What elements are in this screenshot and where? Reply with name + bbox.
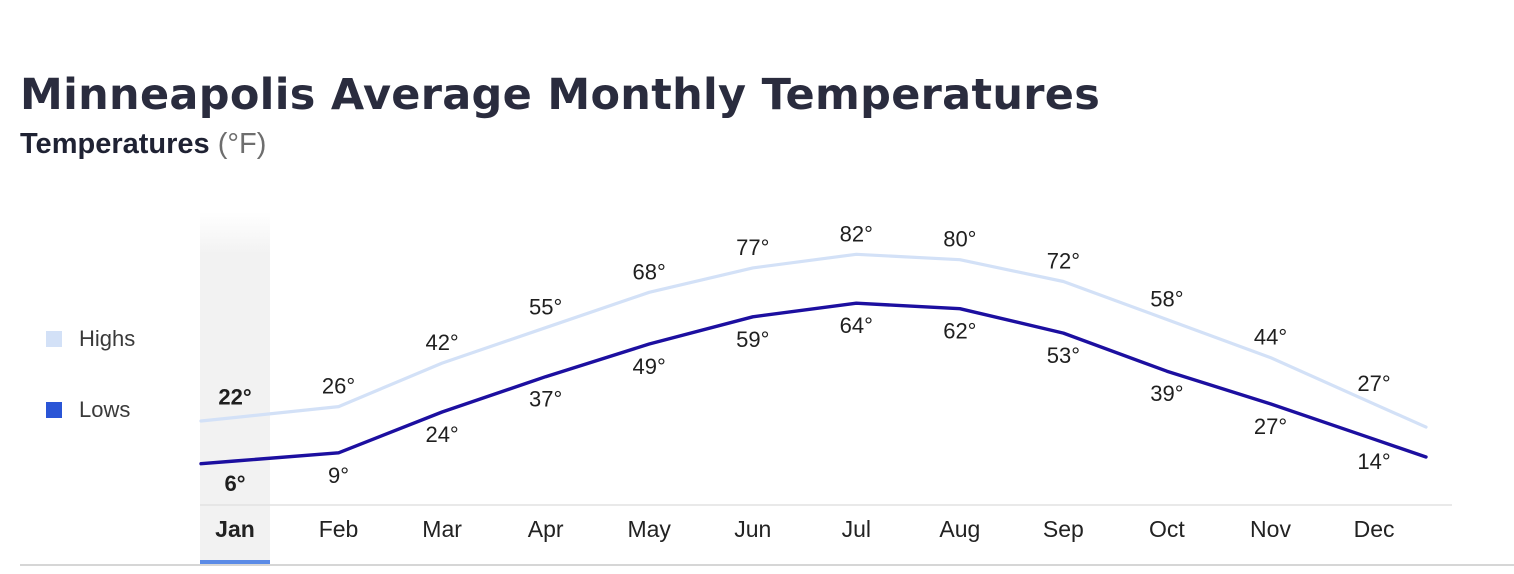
- bottom-rule: [20, 564, 1514, 566]
- x-tick-label-may[interactable]: May: [627, 516, 671, 542]
- series-line-highs: [199, 252, 1428, 429]
- selected-month-highlight: [200, 212, 270, 566]
- data-label-high-aug: 80°: [943, 227, 976, 252]
- highs-swatch: [46, 331, 62, 347]
- x-tick-label-dec[interactable]: Dec: [1354, 516, 1395, 542]
- data-label-low-nov: 27°: [1254, 414, 1287, 439]
- data-label-high-nov: 44°: [1254, 325, 1287, 350]
- x-tick-label-apr[interactable]: Apr: [528, 516, 564, 542]
- data-label-low-apr: 37°: [529, 387, 562, 412]
- x-tick-label-jul[interactable]: Jul: [842, 516, 871, 542]
- data-label-low-aug: 62°: [943, 319, 976, 344]
- data-label-low-sep: 53°: [1047, 343, 1080, 368]
- lows-swatch: [46, 402, 62, 418]
- data-label-low-feb: 9°: [328, 463, 349, 488]
- legend-label-lows: Lows: [79, 397, 131, 422]
- legend-item-lows[interactable]: Lows: [46, 393, 135, 427]
- data-label-high-apr: 55°: [529, 295, 562, 320]
- chart-title: Minneapolis Average Monthly Temperatures: [20, 70, 1101, 120]
- legend-item-highs[interactable]: Highs: [46, 322, 135, 356]
- legend-label-highs: Highs: [79, 326, 136, 351]
- data-label-low-jun: 59°: [736, 327, 769, 352]
- data-label-low-mar: 24°: [425, 422, 458, 447]
- data-label-high-sep: 72°: [1047, 248, 1080, 273]
- series-line-lows: [199, 301, 1428, 466]
- data-label-low-jan: 6°: [224, 471, 245, 496]
- x-tick-label-jan[interactable]: Jan: [215, 516, 255, 542]
- unit-text: (°F): [217, 128, 267, 160]
- chart-subtitle: Temperatures (°F): [20, 128, 266, 161]
- data-label-high-dec: 27°: [1357, 371, 1390, 396]
- x-tick-label-sep[interactable]: Sep: [1043, 516, 1084, 542]
- data-label-low-jul: 64°: [840, 313, 873, 338]
- data-label-high-mar: 42°: [425, 330, 458, 355]
- data-label-low-may: 49°: [633, 354, 666, 379]
- x-tick-label-feb[interactable]: Feb: [319, 516, 359, 542]
- data-label-high-may: 68°: [633, 259, 666, 284]
- x-tick-label-mar[interactable]: Mar: [422, 516, 462, 542]
- data-label-high-jun: 77°: [736, 235, 769, 260]
- legend: Highs Lows: [46, 322, 135, 464]
- x-tick-label-jun[interactable]: Jun: [734, 516, 771, 542]
- x-tick-label-oct[interactable]: Oct: [1149, 516, 1185, 542]
- data-label-high-jan: 22°: [218, 384, 251, 409]
- data-label-high-oct: 58°: [1150, 287, 1183, 312]
- data-label-high-jul: 82°: [840, 221, 873, 246]
- subtitle-text: Temperatures: [20, 128, 210, 160]
- x-tick-label-nov[interactable]: Nov: [1250, 516, 1291, 542]
- selected-month-indicator: [200, 560, 270, 566]
- data-label-low-dec: 14°: [1357, 449, 1390, 474]
- data-label-low-oct: 39°: [1150, 381, 1183, 406]
- x-tick-label-aug[interactable]: Aug: [939, 516, 980, 542]
- data-label-high-feb: 26°: [322, 374, 355, 399]
